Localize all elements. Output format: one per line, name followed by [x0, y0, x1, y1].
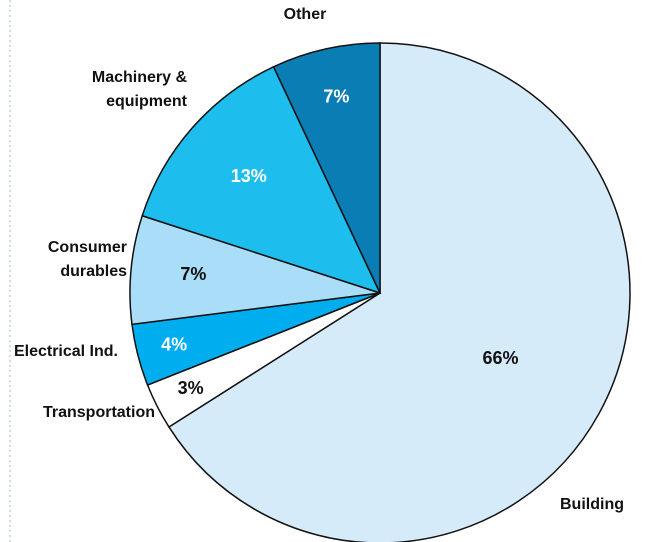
category-label: Machinery & equipment: [91, 69, 187, 110]
category-label: Other: [283, 6, 327, 23]
pie-slice: [272, 42, 381, 294]
value-label: 7%: [180, 264, 206, 284]
pie-slice: [129, 214, 381, 326]
pie-slice: [141, 65, 382, 295]
category-label: Electrical Ind.: [13, 343, 118, 360]
pie-slice: [167, 42, 631, 542]
value-label: 7%: [323, 87, 349, 107]
value-label: 4%: [161, 335, 187, 355]
value-label: 3%: [178, 378, 204, 398]
category-label: Consumer durables: [47, 239, 127, 280]
value-label: 13%: [231, 166, 267, 186]
category-label: Building: [560, 496, 624, 513]
value-label: 66%: [482, 348, 518, 368]
category-label: Transportation: [42, 404, 155, 421]
